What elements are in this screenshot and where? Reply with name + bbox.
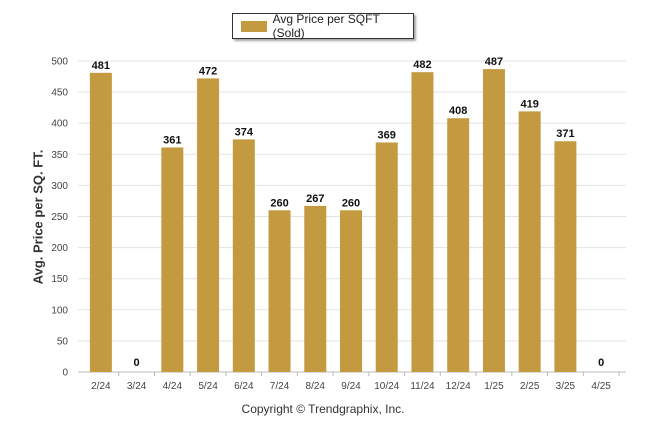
bar [197, 78, 220, 372]
x-tick-label: 3/25 [556, 381, 576, 392]
y-tick-label: 150 [51, 274, 68, 285]
legend-swatch [241, 20, 267, 32]
y-tick-label: 250 [51, 212, 68, 223]
data-label: 260 [270, 197, 288, 209]
data-label: 419 [520, 98, 538, 110]
copyright-footer: Copyright © Trendgraphix, Inc. [241, 402, 405, 416]
data-label: 487 [485, 56, 503, 68]
x-tick-label: 3/24 [127, 381, 147, 392]
x-tick-label: 7/24 [270, 381, 290, 392]
bar [411, 72, 434, 373]
bar [340, 210, 362, 372]
bar [518, 111, 541, 372]
bar [304, 205, 327, 372]
bar [554, 141, 577, 372]
x-tick-label: 2/24 [91, 381, 111, 392]
x-tick-label: 5/24 [198, 381, 218, 392]
bar [89, 72, 112, 373]
y-tick-label: 0 [62, 368, 68, 379]
data-label: 374 [235, 126, 254, 138]
y-tick-label: 350 [51, 150, 68, 161]
x-tick-label: 4/25 [591, 381, 611, 392]
bar [232, 139, 255, 372]
x-tick-label: 2/25 [520, 381, 540, 392]
data-label: 361 [163, 134, 181, 146]
data-label: 369 [378, 129, 396, 141]
y-tick-label: 500 [51, 57, 68, 68]
bar [268, 210, 291, 372]
data-label: 482 [413, 59, 431, 71]
x-tick-label: 1/25 [484, 381, 504, 392]
legend: Avg Price per SQFT (Sold) [232, 12, 414, 40]
y-tick-label: 400 [51, 119, 68, 130]
data-label: 0 [134, 357, 140, 369]
bar [375, 142, 398, 372]
x-tick-label: 11/24 [410, 381, 435, 392]
y-tick-label: 50 [57, 336, 69, 347]
x-tick-label: 12/24 [446, 381, 471, 392]
legend-label: Avg Price per SQFT (Sold) [272, 12, 380, 40]
x-tick-label: 10/24 [374, 381, 399, 392]
data-label: 481 [92, 60, 110, 72]
y-tick-label: 100 [51, 305, 68, 316]
x-tick-label: 4/24 [163, 381, 183, 392]
y-tick-label: 300 [51, 181, 68, 192]
data-label: 0 [598, 357, 604, 369]
data-label: 408 [449, 105, 467, 117]
y-tick-label: 200 [51, 243, 68, 254]
data-label: 472 [199, 65, 217, 77]
y-tick-label: 450 [51, 88, 68, 99]
data-label: 371 [556, 128, 574, 140]
bar [161, 147, 184, 372]
bar [482, 69, 505, 372]
x-tick-label: 9/24 [341, 381, 361, 392]
bar [447, 118, 470, 372]
data-label: 267 [306, 193, 324, 205]
data-label: 260 [342, 197, 360, 209]
x-tick-label: 8/24 [306, 381, 326, 392]
x-tick-label: 6/24 [234, 381, 254, 392]
